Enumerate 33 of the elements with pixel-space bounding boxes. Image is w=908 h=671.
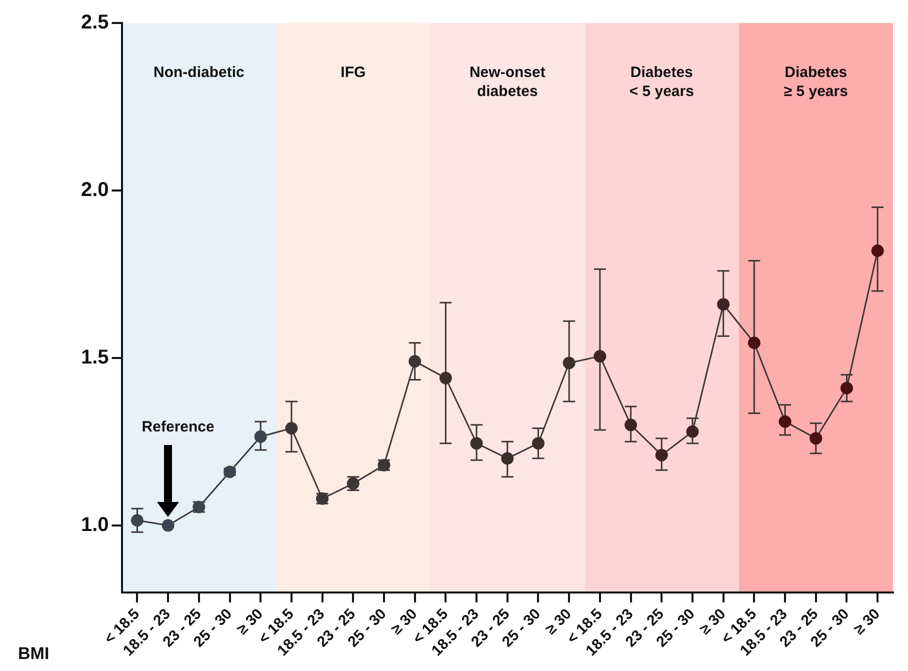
y-tick-label: 2.0 (80, 178, 109, 201)
point (470, 437, 483, 450)
x-tick-label: ≥ 30 (850, 606, 884, 638)
point (285, 422, 298, 435)
point (871, 244, 884, 258)
point (408, 355, 422, 368)
y-tick-label: 1.5 (80, 346, 109, 368)
point (439, 372, 452, 384)
point (130, 514, 144, 527)
annotation: Reference (142, 418, 214, 436)
point (224, 466, 236, 478)
point (254, 430, 267, 443)
point (162, 519, 174, 532)
y-tick-label: 2.5 (80, 12, 109, 34)
x-axis-title: BMI (18, 644, 50, 664)
point (717, 298, 730, 311)
point (778, 415, 792, 428)
annotation: Diabetes < 5 years (629, 64, 694, 100)
point (748, 336, 760, 350)
point (501, 452, 514, 465)
point (562, 356, 576, 370)
point (532, 437, 544, 450)
annotation: Diabetes ≥ 5 years (784, 64, 848, 100)
y-tick-label: 1.0 (80, 514, 109, 536)
annotation: New-onset diabetes (469, 64, 546, 100)
point (624, 418, 638, 432)
point (686, 425, 699, 438)
point (655, 448, 668, 462)
annotation: IFG (340, 64, 366, 82)
point (810, 432, 822, 445)
point (594, 350, 606, 363)
point (840, 382, 853, 394)
annotation: Non-diabetic (154, 64, 244, 82)
